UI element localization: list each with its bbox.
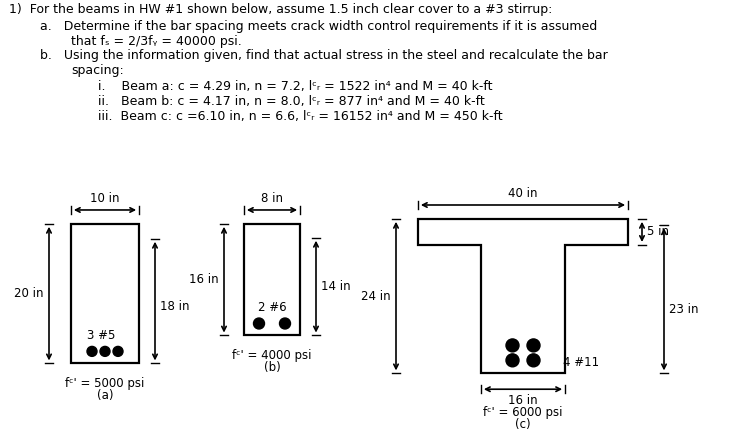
Text: (a): (a) bbox=[97, 389, 113, 402]
Text: b.   Using the information given, find that actual stress in the steel and recal: b. Using the information given, find tha… bbox=[40, 49, 608, 63]
Text: spacing:: spacing: bbox=[71, 64, 124, 78]
Text: 2 #6: 2 #6 bbox=[258, 301, 286, 314]
Polygon shape bbox=[418, 219, 628, 373]
Text: 16 in: 16 in bbox=[190, 273, 219, 286]
Text: (b): (b) bbox=[264, 361, 281, 374]
Text: 23 in: 23 in bbox=[669, 303, 698, 316]
Text: a.   Determine if the bar spacing meets crack width control requirements if it i: a. Determine if the bar spacing meets cr… bbox=[40, 20, 597, 34]
Text: 3 #5: 3 #5 bbox=[87, 329, 115, 342]
Text: 8 in: 8 in bbox=[261, 192, 283, 205]
Text: 10 in: 10 in bbox=[90, 192, 120, 205]
Circle shape bbox=[527, 339, 540, 352]
Text: 20 in: 20 in bbox=[15, 287, 44, 300]
Bar bbox=[244, 224, 300, 336]
Circle shape bbox=[100, 346, 110, 356]
Circle shape bbox=[87, 346, 97, 356]
Text: fᶜ' = 6000 psi: fᶜ' = 6000 psi bbox=[483, 406, 563, 419]
Circle shape bbox=[279, 318, 290, 329]
Circle shape bbox=[113, 346, 123, 356]
Text: (c): (c) bbox=[515, 418, 531, 431]
Text: 24 in: 24 in bbox=[362, 290, 391, 303]
Text: i.    Beam a: c = 4.29 in, n = 7.2, lᶜᵣ = 1522 in⁴ and M = 40 k-ft: i. Beam a: c = 4.29 in, n = 7.2, lᶜᵣ = 1… bbox=[98, 80, 493, 93]
Text: 14 in: 14 in bbox=[321, 280, 351, 293]
Text: 5 in: 5 in bbox=[647, 225, 669, 239]
Text: that fₛ = 2/3fᵧ = 40000 psi.: that fₛ = 2/3fᵧ = 40000 psi. bbox=[71, 35, 242, 48]
Circle shape bbox=[506, 354, 519, 367]
Circle shape bbox=[527, 354, 540, 367]
Text: 18 in: 18 in bbox=[160, 299, 190, 313]
Text: fᶜ' = 5000 psi: fᶜ' = 5000 psi bbox=[66, 377, 144, 390]
Circle shape bbox=[254, 318, 265, 329]
Text: 1)  For the beams in HW #1 shown below, assume 1.5 inch clear cover to a #3 stir: 1) For the beams in HW #1 shown below, a… bbox=[9, 3, 552, 16]
Circle shape bbox=[506, 339, 519, 352]
Text: 40 in: 40 in bbox=[508, 187, 538, 200]
Text: iii.  Beam c: c =6.10 in, n = 6.6, lᶜᵣ = 16152 in⁴ and M = 450 k-ft: iii. Beam c: c =6.10 in, n = 6.6, lᶜᵣ = … bbox=[98, 110, 503, 123]
Text: 16 in: 16 in bbox=[508, 394, 538, 407]
Text: fᶜ' = 4000 psi: fᶜ' = 4000 psi bbox=[233, 349, 312, 363]
Bar bbox=[71, 224, 139, 363]
Text: ii.   Beam b: c = 4.17 in, n = 8.0, lᶜᵣ = 877 in⁴ and M = 40 k-ft: ii. Beam b: c = 4.17 in, n = 8.0, lᶜᵣ = … bbox=[98, 95, 486, 108]
Text: 4 #11: 4 #11 bbox=[563, 356, 599, 369]
